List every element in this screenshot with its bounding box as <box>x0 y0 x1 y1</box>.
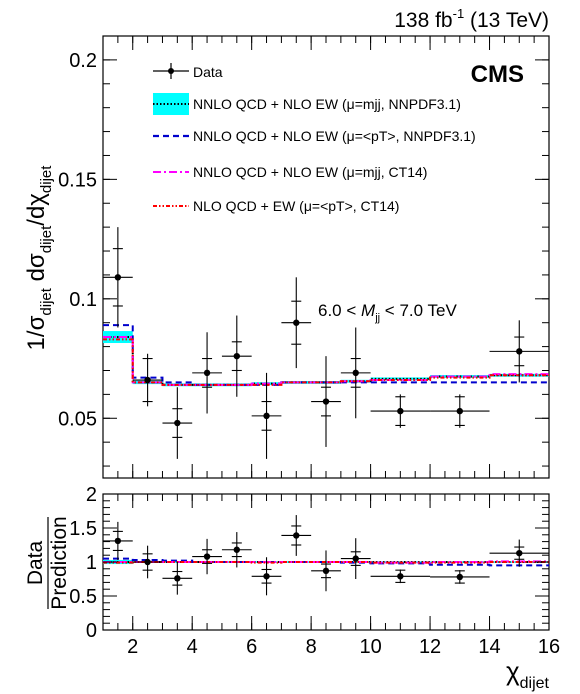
x-tick-label: 12 <box>419 636 441 658</box>
ratio-x-axis: 2 4 6 8 10 12 14 16 <box>102 494 560 658</box>
main-data-point <box>251 372 282 459</box>
x-tick-label: 2 <box>127 636 138 658</box>
main-series-line-4 <box>103 338 549 386</box>
lumi-label: 138 fb-1 (13 TeV) <box>394 6 549 32</box>
legend-entry-nnpdf-mjj: NNLO QCD + NLO EW (μ=mjj, NNPDF3.1) <box>153 93 461 115</box>
legend-label-nnpdf-pt: NNLO QCD + NLO EW (μ=<pT>, NNPDF3.1) <box>193 128 476 144</box>
ratio-data-point <box>281 515 312 556</box>
main-y-tick-label: 0.05 <box>58 408 97 430</box>
main-x-axis <box>102 36 550 478</box>
ratio-y-axis-title: Data Prediction <box>24 516 71 609</box>
legend-label-nlo-ct14: NLO QCD + EW (μ=<pT>, CT14) <box>193 198 399 214</box>
main-series-line-3 <box>103 336 549 386</box>
ratio-data-point <box>430 570 490 584</box>
legend-label-ct14-mjj: NNLO QCD + NLO EW (μ=mjj, CT14) <box>193 164 427 180</box>
x-tick-label: 14 <box>478 636 500 658</box>
main-data-point <box>281 277 312 369</box>
main-data-point <box>162 387 193 459</box>
ratio-y-tick-label: 1 <box>86 552 97 574</box>
legend-entry-ct14-mjj: NNLO QCD + NLO EW (μ=mjj, CT14) <box>153 164 427 180</box>
main-data-point <box>311 356 341 447</box>
main-data-point <box>370 394 431 428</box>
ratio-y-tick-label: 0 <box>86 620 97 642</box>
main-data-point <box>192 332 222 414</box>
x-tick-label: 16 <box>538 636 560 658</box>
legend: Data NNLO QCD + NLO EW (μ=mjj, NNPDF3.1)… <box>153 63 476 214</box>
ratio-data-point <box>311 550 341 592</box>
main-data-point <box>103 227 133 328</box>
ratio-data-point <box>340 538 371 579</box>
svg-text:Data: Data <box>24 541 47 586</box>
ratio-y-tick-label: 0.5 <box>69 586 97 608</box>
ratio-series-line-3 <box>103 560 549 564</box>
x-tick-label: 6 <box>246 636 257 658</box>
x-tick-label: 10 <box>359 636 381 658</box>
main-y-tick-label: 0.2 <box>69 50 97 72</box>
main-y-tick-label: 0.15 <box>58 169 97 191</box>
ratio-plot: 0 0.5 1 1.5 2 2 4 6 8 10 12 14 16 <box>69 484 560 658</box>
ratio-data-point <box>370 569 431 584</box>
x-tick-label: 8 <box>306 636 317 658</box>
ratio-data-point <box>132 545 163 579</box>
ratio-data-point <box>192 538 222 575</box>
ratio-data-point <box>162 562 193 595</box>
experiment-label: CMS <box>471 61 524 88</box>
main-data-point <box>132 353 163 407</box>
main-y-tick-label: 0.1 <box>69 289 97 311</box>
main-data-point <box>221 315 252 397</box>
ratio-y-axis: 0 0.5 1 1.5 2 <box>69 484 549 642</box>
ratio-y-tick-label: 1.5 <box>69 518 97 540</box>
ratio-data-point <box>103 521 133 560</box>
svg-text:Prediction: Prediction <box>48 516 71 609</box>
ratio-data-point <box>251 557 282 596</box>
legend-entry-nnpdf-pt: NNLO QCD + NLO EW (μ=<pT>, NNPDF3.1) <box>153 128 476 144</box>
ratio-data-point <box>221 532 252 568</box>
ratio-data-point <box>489 539 549 567</box>
svg-text:1/σdijet dσdijet/dχdijet: 1/σdijet dσdijet/dχdijet <box>23 165 55 351</box>
main-data-point <box>340 327 371 419</box>
x-tick-label: 4 <box>187 636 198 658</box>
mass-range-annotation: 6.0 < Mjj < 7.0 TeV <box>318 301 457 324</box>
legend-entry-nlo-ct14: NLO QCD + EW (μ=<pT>, CT14) <box>153 198 399 214</box>
main-y-axis-title: 1/σdijet dσdijet/dχdijet <box>23 165 55 351</box>
main-data-point <box>489 320 549 383</box>
main-plot: 0.05 0.1 0.15 0.2 <box>58 35 550 478</box>
legend-label-data: Data <box>193 64 223 80</box>
legend-entry-data: Data <box>153 63 223 80</box>
main-data-point <box>430 394 490 428</box>
x-axis-title: χdijet <box>506 656 550 692</box>
legend-label-nnpdf-mjj: NNLO QCD + NLO EW (μ=mjj, NNPDF3.1) <box>193 96 461 112</box>
main-y-axis: 0.05 0.1 0.15 0.2 <box>58 35 549 467</box>
ratio-series-line-2 <box>103 557 549 567</box>
ratio-y-tick-label: 2 <box>86 484 97 506</box>
main-series-line-2 <box>103 324 549 386</box>
